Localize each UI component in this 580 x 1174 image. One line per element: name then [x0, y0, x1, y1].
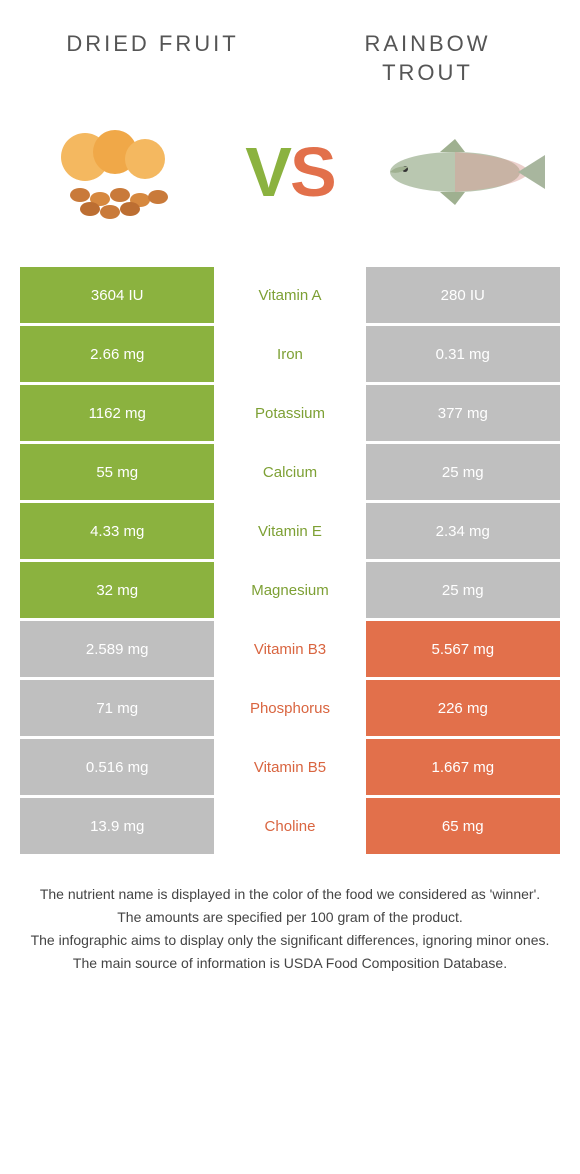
- left-value-cell: 13.9 mg: [20, 798, 214, 854]
- table-row: 4.33 mgVitamin E2.34 mg: [20, 503, 560, 559]
- header: DRIED FRUIT RAINBOW TROUT: [0, 0, 580, 97]
- nutrient-name-cell: Vitamin E: [214, 503, 365, 559]
- table-row: 13.9 mgCholine65 mg: [20, 798, 560, 854]
- right-value-cell: 0.31 mg: [366, 326, 560, 382]
- table-row: 2.66 mgIron0.31 mg: [20, 326, 560, 382]
- right-value-cell: 226 mg: [366, 680, 560, 736]
- nutrient-name-cell: Iron: [214, 326, 365, 382]
- right-value-cell: 1.667 mg: [366, 739, 560, 795]
- footer-notes: The nutrient name is displayed in the co…: [25, 884, 555, 974]
- right-value-cell: 280 IU: [366, 267, 560, 323]
- nutrient-name-cell: Vitamin B3: [214, 621, 365, 677]
- nutrient-name-cell: Calcium: [214, 444, 365, 500]
- table-row: 3604 IUVitamin A280 IU: [20, 267, 560, 323]
- left-value-cell: 3604 IU: [20, 267, 214, 323]
- right-value-cell: 25 mg: [366, 444, 560, 500]
- table-row: 71 mgPhosphorus226 mg: [20, 680, 560, 736]
- right-value-cell: 377 mg: [366, 385, 560, 441]
- footer-line: The infographic aims to display only the…: [25, 930, 555, 951]
- nutrient-name-cell: Vitamin B5: [214, 739, 365, 795]
- footer-line: The amounts are specified per 100 gram o…: [25, 907, 555, 928]
- nutrient-name-cell: Choline: [214, 798, 365, 854]
- image-row: VS: [0, 97, 580, 257]
- right-value-cell: 2.34 mg: [366, 503, 560, 559]
- rainbow-trout-icon: [370, 117, 550, 227]
- left-food-title: DRIED FRUIT: [40, 30, 265, 87]
- comparison-table: 3604 IUVitamin A280 IU2.66 mgIron0.31 mg…: [20, 267, 560, 854]
- footer-line: The nutrient name is displayed in the co…: [25, 884, 555, 905]
- table-row: 1162 mgPotassium377 mg: [20, 385, 560, 441]
- table-row: 55 mgCalcium25 mg: [20, 444, 560, 500]
- left-value-cell: 32 mg: [20, 562, 214, 618]
- right-value-cell: 65 mg: [366, 798, 560, 854]
- left-value-cell: 55 mg: [20, 444, 214, 500]
- left-value-cell: 0.516 mg: [20, 739, 214, 795]
- left-value-cell: 1162 mg: [20, 385, 214, 441]
- left-value-cell: 4.33 mg: [20, 503, 214, 559]
- dried-fruit-icon: [30, 117, 210, 227]
- right-food-title: RAINBOW TROUT: [315, 30, 540, 87]
- right-value-cell: 25 mg: [366, 562, 560, 618]
- table-row: 2.589 mgVitamin B35.567 mg: [20, 621, 560, 677]
- left-value-cell: 2.589 mg: [20, 621, 214, 677]
- nutrient-name-cell: Vitamin A: [214, 267, 365, 323]
- nutrient-name-cell: Magnesium: [214, 562, 365, 618]
- nutrient-name-cell: Potassium: [214, 385, 365, 441]
- nutrient-name-cell: Phosphorus: [214, 680, 365, 736]
- table-row: 0.516 mgVitamin B51.667 mg: [20, 739, 560, 795]
- vs-label: VS: [245, 132, 334, 212]
- footer-line: The main source of information is USDA F…: [25, 953, 555, 974]
- right-value-cell: 5.567 mg: [366, 621, 560, 677]
- left-value-cell: 71 mg: [20, 680, 214, 736]
- table-row: 32 mgMagnesium25 mg: [20, 562, 560, 618]
- left-value-cell: 2.66 mg: [20, 326, 214, 382]
